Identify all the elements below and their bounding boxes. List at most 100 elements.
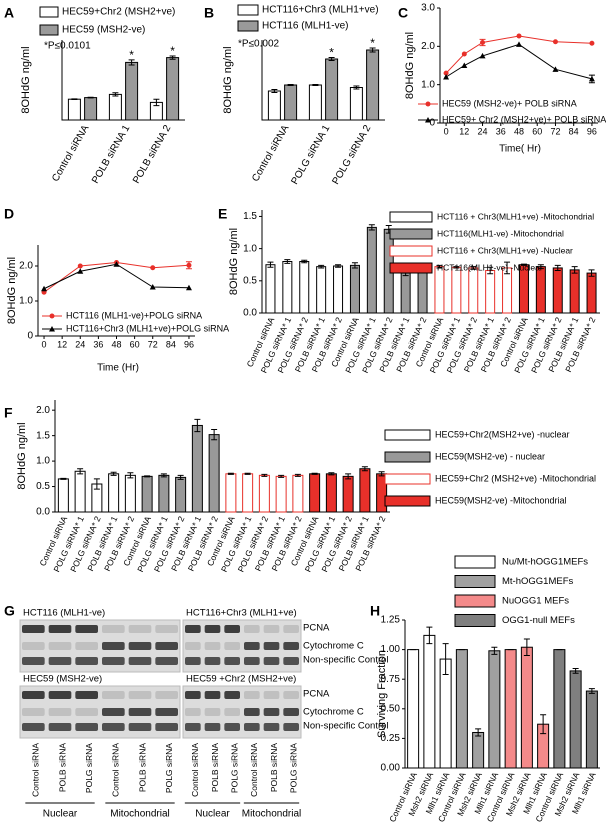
legend-label: HEC59+Chr2(MSH2+ve) -nuclear <box>435 429 570 439</box>
blot-band <box>128 691 152 699</box>
y-tick-label: 0.25 <box>381 733 401 744</box>
legend-label: HCT116+Chr3 (MLH1+ve) <box>262 5 379 16</box>
blot-band <box>102 723 125 731</box>
error-bar <box>487 266 494 275</box>
annotation: *P≤0.0101 <box>44 41 91 52</box>
bar <box>108 93 122 121</box>
bar <box>242 473 254 513</box>
bar <box>468 267 479 314</box>
bar <box>309 473 321 513</box>
error-bar <box>470 266 477 270</box>
error-bar <box>312 84 319 86</box>
bar <box>434 266 445 314</box>
legend-label: HCT116 + Chr3(MLH1+ve) -Nuclear <box>437 245 573 255</box>
point <box>589 40 595 46</box>
blot-band <box>75 708 98 716</box>
error-bar <box>278 474 285 478</box>
y-axis-label: Surviving Fraction <box>376 650 388 738</box>
legend-swatch <box>389 211 433 223</box>
bar <box>265 264 276 314</box>
bar <box>455 649 468 769</box>
error-bar <box>554 264 561 272</box>
error-bar <box>540 714 547 735</box>
blot-band <box>22 625 45 633</box>
legend-label: HEC59 (MSH2-ve) <box>62 25 145 36</box>
error-bar <box>301 259 308 264</box>
error-bar <box>523 638 530 657</box>
blot-band <box>155 642 178 650</box>
error-bar <box>504 261 511 275</box>
bar <box>275 475 287 513</box>
panel-letter: D <box>4 206 14 222</box>
legend-swatch <box>389 245 433 257</box>
lane-label: POLB siRNA <box>210 743 220 792</box>
axes <box>54 400 390 513</box>
blot-band <box>204 657 221 665</box>
bar <box>299 261 310 314</box>
lane-label: Control siRNA <box>111 743 121 797</box>
legend-swatch <box>384 473 431 485</box>
cell-line-label: HEC59 (MSH2-ve) <box>23 674 102 685</box>
fraction-label: Mitochondrial <box>242 809 301 820</box>
blot-band <box>102 657 125 665</box>
error-bar <box>127 472 134 479</box>
legend-swatch <box>237 4 259 16</box>
blot-band <box>263 708 280 716</box>
bar <box>282 261 293 314</box>
y-axis-label: 8OHdG ng/ml <box>16 422 28 489</box>
blot-image <box>182 685 302 739</box>
blot-band <box>22 708 45 716</box>
error-bar <box>537 264 544 270</box>
bar <box>504 649 517 769</box>
blot-band <box>263 642 280 650</box>
y-tick-label: 2.0 <box>36 405 50 416</box>
axes <box>61 40 185 121</box>
axes <box>37 245 195 337</box>
error-bar <box>475 728 482 737</box>
x-tick-label: 24 <box>478 126 488 136</box>
blot-band <box>224 642 240 650</box>
bar <box>586 272 597 314</box>
point <box>149 284 156 290</box>
blot-band <box>224 708 240 716</box>
bar <box>284 84 298 121</box>
y-tick-label: 1.0 <box>421 79 435 90</box>
blot-band <box>155 691 178 699</box>
bar <box>292 474 304 513</box>
legend-label: OGG1-null MEFs <box>502 615 575 626</box>
blot-band <box>128 657 152 665</box>
cell-line-label: HCT116 (MLH1-ve) <box>23 608 105 619</box>
legend-marker <box>425 117 431 123</box>
fraction-label: Nuclear <box>195 809 230 820</box>
blot-band <box>283 723 299 731</box>
x-tick-label: 96 <box>587 126 597 136</box>
x-axis-label: Time( Hr) <box>499 144 541 155</box>
blot-band <box>128 723 152 731</box>
lane-label: POLB siRNA <box>137 743 147 792</box>
error-bar <box>442 643 449 675</box>
error-bar <box>177 474 184 480</box>
blot-band <box>48 708 72 716</box>
error-bar <box>77 468 84 475</box>
legend-label: HEC59+Chr2 (MSH2+ve) <box>62 7 175 18</box>
bar <box>366 49 380 121</box>
y-tick-label: 0.00 <box>381 763 401 774</box>
blot-band <box>48 625 72 633</box>
error-bar <box>128 59 135 66</box>
band-label: Non-specific Control <box>303 655 389 666</box>
blot-band <box>263 723 280 731</box>
error-bar <box>93 478 100 490</box>
fraction-label: Mitochondrial <box>110 809 169 820</box>
point <box>461 51 467 57</box>
error-bar <box>328 57 335 61</box>
error-bar <box>112 92 119 97</box>
blot-band <box>263 625 280 633</box>
panel-letter: F <box>4 405 13 421</box>
significance-star: * <box>170 44 175 58</box>
blot-band <box>204 691 221 699</box>
bar <box>359 468 371 513</box>
error-bar <box>369 47 376 53</box>
blot-band <box>244 708 260 716</box>
y-tick-label: 3.0 <box>421 3 435 14</box>
